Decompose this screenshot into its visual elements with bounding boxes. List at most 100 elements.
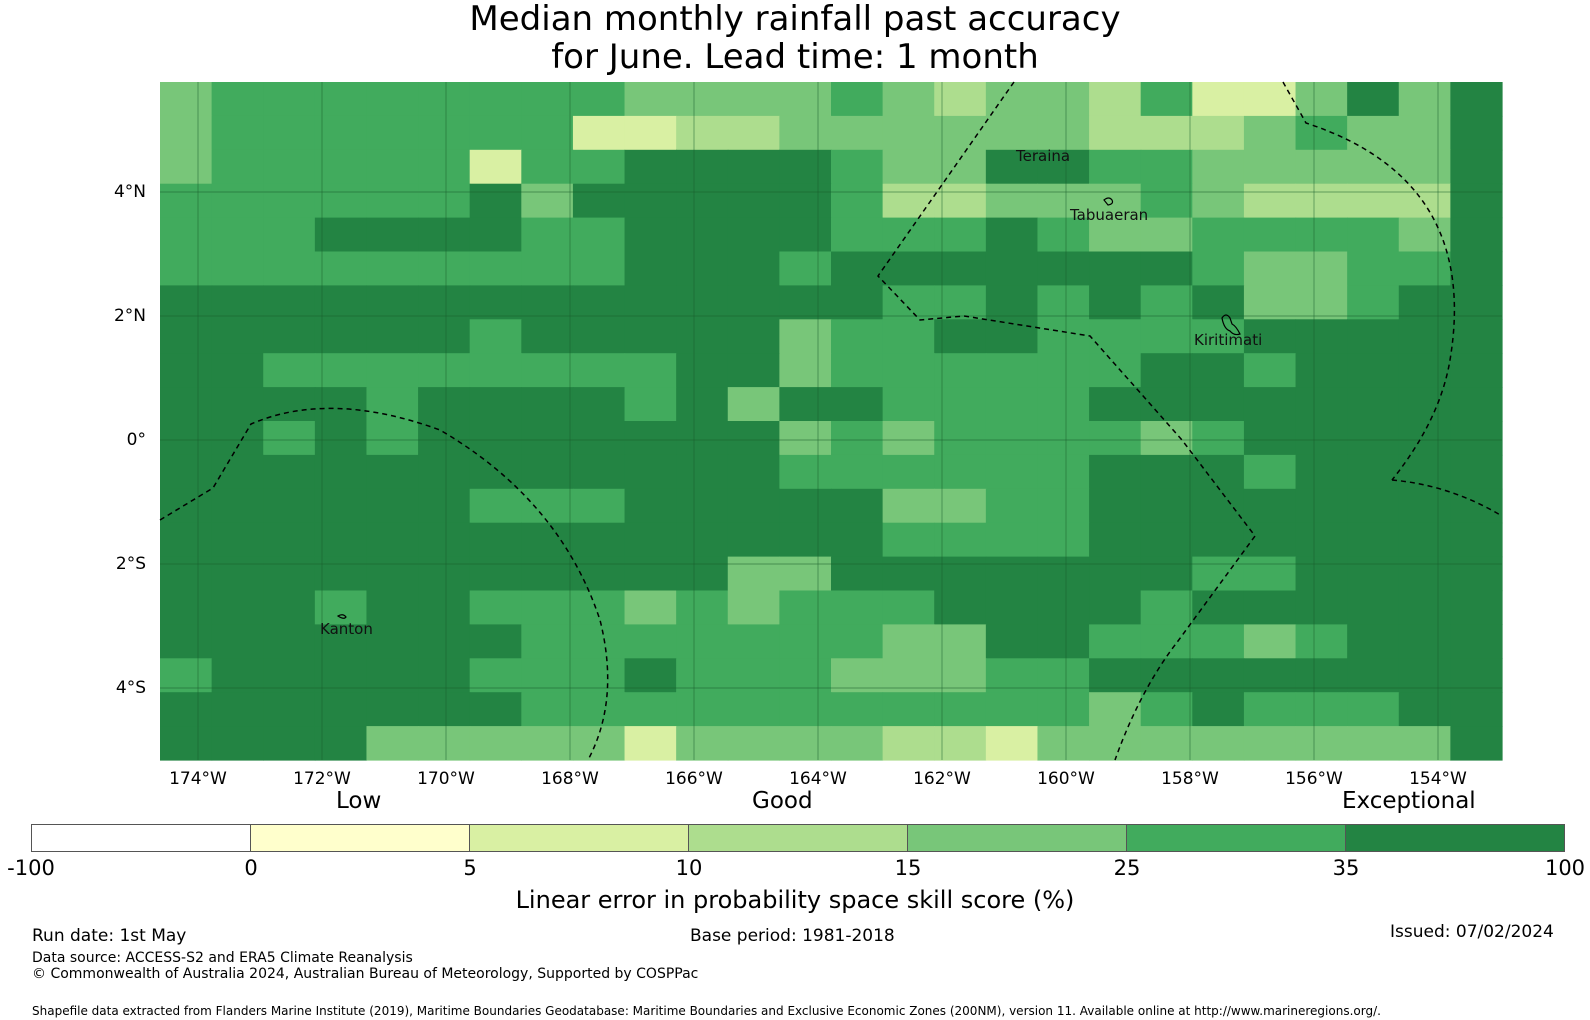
skill-cell: [1140, 692, 1193, 727]
skill-cell: [676, 115, 729, 151]
skill-cell: [1089, 726, 1142, 761]
skill-cell: [985, 624, 1039, 659]
skill-cell: [469, 251, 522, 286]
skill-cell: [160, 421, 213, 456]
skill-cell: [1450, 319, 1503, 354]
skill-cell: [160, 522, 213, 558]
eez-boundary-line-east: [1282, 81, 1456, 481]
skill-cell: [882, 149, 935, 185]
skill-cell: [1347, 285, 1400, 320]
skill-cell: [676, 421, 729, 456]
skill-cell: [1347, 353, 1400, 388]
skill-cell: [1140, 319, 1193, 354]
skill-cell: [1089, 353, 1142, 388]
skill-cell: [211, 488, 264, 524]
skill-cell: [1089, 149, 1142, 185]
skill-cell: [160, 454, 213, 490]
skill-cell: [263, 624, 316, 659]
skill-cell: [727, 149, 780, 185]
skill-cell: [1089, 590, 1142, 625]
skill-cell: [624, 387, 677, 422]
skill-cell: [160, 149, 213, 185]
skill-cell: [572, 658, 626, 693]
skill-cell: [1295, 556, 1348, 592]
skill-cell: [263, 692, 316, 727]
skill-cell: [882, 387, 935, 422]
skill-cell: [934, 149, 987, 185]
skill-cell: [727, 454, 780, 490]
skill-cell: [676, 590, 729, 625]
skill-cell: [572, 488, 626, 524]
skill-cell: [314, 488, 368, 524]
skill-cell: [779, 285, 832, 320]
skill-cell: [1089, 454, 1142, 490]
skill-cell: [1347, 251, 1400, 286]
skill-cell: [779, 658, 832, 693]
skill-cell: [727, 353, 780, 388]
skill-cell: [366, 454, 419, 490]
skill-cell: [211, 726, 264, 761]
skill-cell: [418, 692, 471, 727]
skill-cell: [1295, 387, 1348, 422]
skill-cell: [882, 115, 935, 151]
skill-cell: [624, 726, 677, 761]
skill-cell: [521, 556, 574, 592]
skill-cell: [934, 353, 987, 388]
skill-cell: [676, 454, 729, 490]
skill-cell: [727, 285, 780, 320]
skill-cell: [624, 590, 677, 625]
skill-cell: [1243, 522, 1297, 558]
skill-cell: [469, 217, 522, 253]
skill-cell: [676, 387, 729, 422]
skill-cell: [160, 319, 213, 354]
skill-cell: [985, 183, 1039, 219]
skill-cell: [882, 319, 935, 354]
skill-cell: [572, 692, 626, 727]
skill-cell: [934, 387, 987, 422]
islands: [336, 197, 1241, 619]
skill-cell: [779, 115, 832, 151]
skill-cell: [1192, 556, 1245, 592]
skill-cell: [521, 624, 574, 659]
skill-cell: [831, 115, 884, 151]
skill-cell: [572, 251, 626, 286]
skill-cell: [418, 353, 471, 388]
lat-label-4n: 4°N: [113, 182, 146, 202]
colorbar-title: Linear error in probability space skill …: [515, 886, 1075, 914]
skill-cell: [779, 726, 832, 761]
skill-cell: [1089, 251, 1142, 286]
skill-cell: [831, 624, 884, 659]
skill-cell: [1140, 183, 1193, 219]
skill-cell: [1192, 488, 1245, 524]
skill-cell: [779, 692, 832, 727]
skill-cell: [1037, 556, 1090, 592]
skill-cell: [624, 658, 677, 693]
skill-cell: [1089, 488, 1142, 524]
skill-cell: [1398, 82, 1451, 117]
skill-cell: [314, 387, 368, 422]
skill-cell: [469, 590, 522, 625]
skill-cell: [882, 285, 935, 320]
skill-cell: [882, 454, 935, 490]
skill-cell: [366, 624, 419, 659]
skill-cell: [831, 285, 884, 320]
skill-cell: [1450, 454, 1503, 490]
skill-cell: [314, 590, 368, 625]
skill-cell: [1140, 353, 1193, 388]
skill-cell: [1192, 726, 1245, 761]
colorbar-tick-100: 100: [1544, 856, 1586, 880]
skill-cell: [521, 183, 574, 219]
skill-cell: [1140, 251, 1193, 286]
skill-cell: [1140, 556, 1193, 592]
skill-cell: [418, 658, 471, 693]
skill-cell: [1037, 522, 1090, 558]
skill-cell: [934, 115, 987, 151]
skill-cell: [1347, 149, 1400, 185]
colorbar-segment-3: [469, 824, 689, 852]
skill-cell: [418, 387, 471, 422]
skill-cell: [314, 692, 368, 727]
skill-cell: [1450, 556, 1503, 592]
skill-cell: [985, 251, 1039, 286]
skill-cell: [676, 556, 729, 592]
